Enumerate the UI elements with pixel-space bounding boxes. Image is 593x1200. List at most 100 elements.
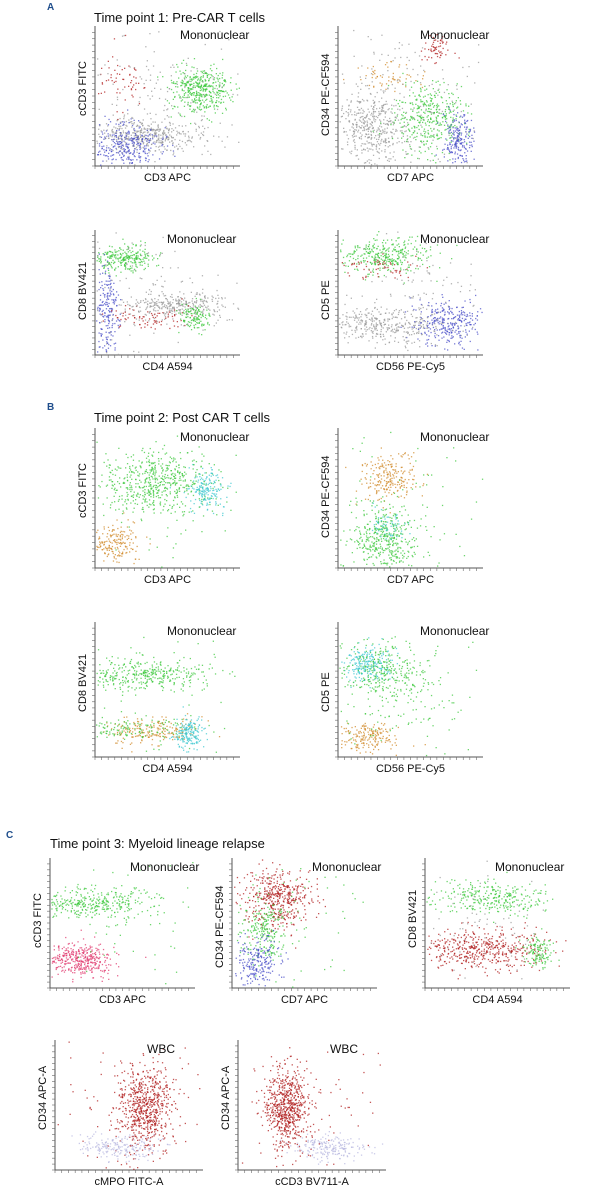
event-dot [112, 158, 114, 160]
event-dot [417, 338, 419, 340]
event-dot [457, 140, 459, 142]
event-dot [199, 77, 202, 79]
event-dot [455, 329, 457, 332]
event-dot [161, 138, 164, 141]
event-dot [182, 131, 184, 133]
event-dot [180, 281, 182, 283]
event-dot [151, 134, 153, 136]
event-dot [409, 136, 411, 138]
event-dot [359, 117, 361, 119]
event-dot [449, 132, 451, 134]
event-dot [411, 334, 413, 336]
event-dot [186, 140, 189, 142]
event-dot [395, 130, 397, 132]
event-dot [105, 350, 108, 352]
event-dot [113, 126, 115, 128]
event-dot [121, 138, 123, 140]
event-dot [353, 251, 355, 253]
event-dot [179, 300, 181, 302]
event-dot [367, 136, 370, 138]
event-dot [105, 280, 107, 282]
event-dot [388, 158, 390, 160]
event-dot [120, 264, 122, 266]
event-dot [368, 142, 371, 144]
event-dot [148, 259, 150, 261]
event-dot [150, 129, 152, 132]
event-dot [187, 91, 189, 93]
event-dot [204, 111, 206, 113]
event-dot [183, 96, 185, 99]
event-dot [385, 256, 387, 258]
event-dot [380, 130, 382, 132]
event-dot [109, 290, 111, 292]
event-dot [202, 125, 204, 127]
event-dot [352, 257, 355, 260]
event-dot [440, 305, 442, 307]
event-dot [365, 275, 367, 277]
event-dot [145, 301, 147, 303]
event-dot [100, 92, 102, 94]
event-dot [102, 304, 104, 306]
event-dot [396, 327, 398, 329]
event-dot [102, 160, 104, 162]
event-dot [155, 320, 157, 322]
event-dot [145, 65, 148, 68]
event-dot [373, 106, 375, 108]
event-dot [110, 264, 112, 266]
event-dot [133, 145, 135, 147]
event-dot [365, 333, 367, 335]
event-dot [171, 293, 173, 296]
event-dot [135, 305, 138, 308]
event-dot [375, 335, 377, 337]
event-dot [341, 262, 343, 264]
event-dot [105, 304, 107, 306]
event-dot [201, 315, 203, 317]
event-dot [180, 297, 182, 299]
event-dot [376, 318, 378, 320]
event-dot [454, 153, 456, 155]
event-dot [422, 135, 424, 137]
event-dot [116, 98, 119, 101]
event-dot [123, 149, 125, 151]
event-dot [168, 130, 170, 132]
event-dot [434, 39, 437, 41]
event-dot [470, 113, 473, 115]
event-dot [184, 133, 187, 135]
event-dot [368, 118, 370, 120]
event-dot [173, 105, 175, 107]
event-dot [452, 158, 454, 160]
event-dot [141, 318, 143, 320]
event-dot [425, 108, 427, 110]
event-dot [341, 107, 343, 110]
event-dot [464, 336, 466, 338]
event-dot [382, 244, 384, 247]
event-dot [374, 101, 376, 103]
event-dot [231, 124, 233, 126]
event-dot [461, 347, 464, 349]
event-dot [134, 134, 137, 136]
event-dot [128, 119, 130, 121]
event-dot [174, 127, 177, 129]
event-dot [166, 311, 168, 313]
event-dot [400, 261, 402, 263]
event-dot [357, 96, 359, 98]
event-dot [375, 328, 377, 330]
event-dot [110, 155, 112, 157]
event-dot [443, 309, 445, 311]
event-dot [193, 66, 195, 69]
event-dot [157, 258, 159, 260]
event-dot [171, 105, 173, 107]
event-dot [428, 105, 430, 107]
event-dot [374, 302, 376, 304]
event-dot [133, 132, 135, 134]
event-dot [393, 249, 395, 251]
event-dot [473, 130, 475, 132]
event-dot [155, 310, 157, 312]
event-dot [111, 308, 114, 310]
event-dot [213, 106, 215, 108]
event-dot [465, 103, 467, 105]
event-dot [188, 302, 190, 304]
event-dot [111, 139, 113, 141]
event-dot [457, 97, 459, 99]
event-dot [208, 79, 210, 82]
